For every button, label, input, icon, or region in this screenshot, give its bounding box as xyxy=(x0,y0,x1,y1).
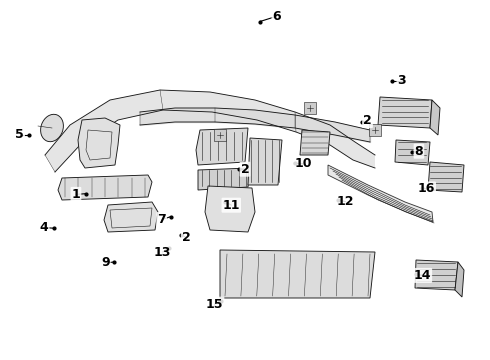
Text: 5: 5 xyxy=(15,129,24,141)
Text: 1: 1 xyxy=(72,188,80,201)
Text: 13: 13 xyxy=(154,246,172,258)
Text: 7: 7 xyxy=(157,213,166,226)
Polygon shape xyxy=(395,140,430,165)
Polygon shape xyxy=(300,130,330,155)
Polygon shape xyxy=(248,138,282,185)
Polygon shape xyxy=(196,128,248,165)
Polygon shape xyxy=(428,162,464,192)
Text: 10: 10 xyxy=(294,157,312,170)
Polygon shape xyxy=(415,260,458,290)
Text: 15: 15 xyxy=(206,298,223,311)
Text: 4: 4 xyxy=(40,221,49,234)
Text: 11: 11 xyxy=(222,199,240,212)
Polygon shape xyxy=(104,202,158,232)
Text: 16: 16 xyxy=(417,183,435,195)
Polygon shape xyxy=(430,100,440,135)
Text: 2: 2 xyxy=(363,114,372,127)
Text: 14: 14 xyxy=(414,269,431,282)
Polygon shape xyxy=(205,186,255,232)
Text: 12: 12 xyxy=(337,195,354,208)
Text: 2: 2 xyxy=(241,163,249,176)
Polygon shape xyxy=(378,97,432,128)
FancyBboxPatch shape xyxy=(304,102,316,114)
Text: 2: 2 xyxy=(182,231,191,244)
FancyBboxPatch shape xyxy=(369,124,381,136)
Polygon shape xyxy=(58,175,152,200)
Text: 8: 8 xyxy=(415,145,423,158)
Text: 9: 9 xyxy=(101,256,110,269)
Polygon shape xyxy=(455,262,464,297)
Text: 3: 3 xyxy=(397,75,406,87)
Polygon shape xyxy=(45,90,375,172)
FancyBboxPatch shape xyxy=(214,129,226,141)
Polygon shape xyxy=(220,250,375,298)
Text: 6: 6 xyxy=(272,10,281,23)
Polygon shape xyxy=(78,118,120,168)
Polygon shape xyxy=(328,165,433,222)
Polygon shape xyxy=(198,168,250,190)
Ellipse shape xyxy=(41,114,63,142)
